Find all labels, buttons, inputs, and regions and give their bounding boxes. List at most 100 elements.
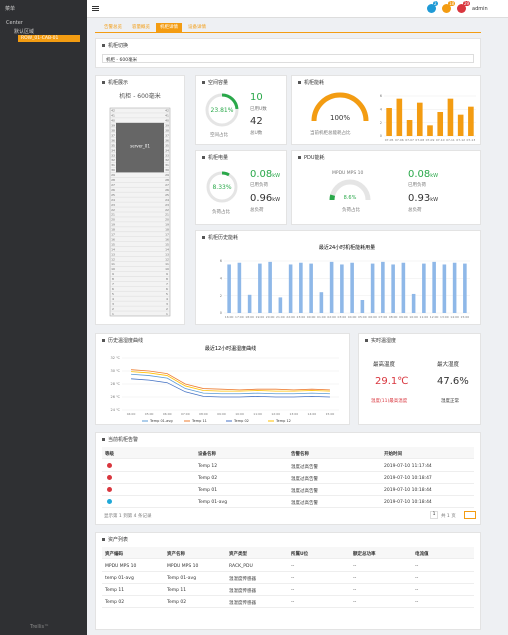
table-row: Temp 02 温度过高告警 2019-07-10 10:18:47 <box>102 472 474 484</box>
legend-label: Temp 12 <box>275 419 291 423</box>
x-tick-label: 18:00 <box>245 315 254 319</box>
u-label: 39 <box>165 124 169 128</box>
menu-icon[interactable] <box>92 6 99 7</box>
caption: 负荷占比 <box>212 210 230 215</box>
bar <box>386 108 392 136</box>
cell: 温湿度传感器 <box>229 601 256 606</box>
x-tick-label: 06:00 <box>163 412 172 416</box>
bar <box>258 263 262 313</box>
page-count: 共 1 页 <box>441 514 456 519</box>
x-tick-label: 11:00 <box>253 412 262 416</box>
u-label: 17 <box>165 233 169 237</box>
u-label: 34 <box>111 148 115 152</box>
icon[interactable] <box>442 4 451 13</box>
u-label: 2 <box>166 307 168 311</box>
number: 0.08 <box>408 169 431 180</box>
value: 47.6% <box>437 376 469 387</box>
u-label: 8 <box>166 277 168 281</box>
u-label: 7 <box>166 282 168 286</box>
x-tick-label: 04:00 <box>127 412 136 416</box>
cell: Temp 01-avg <box>198 500 228 505</box>
u-label: 24 <box>165 198 169 202</box>
u-label: 23 <box>111 203 115 207</box>
cell: Temp 01-avg <box>167 576 197 581</box>
note: 温度(11)最高温度 <box>371 399 408 404</box>
u-label: 14 <box>111 247 115 251</box>
label: 已用U数 <box>250 107 267 112</box>
x-tick-label: 07-11 <box>446 138 455 142</box>
u-label: 24 <box>111 198 115 202</box>
u-label: 26 <box>165 188 169 192</box>
x-tick-label: 07-12 <box>456 138 465 142</box>
tab[interactable]: 机柜详情 <box>156 23 182 33</box>
y-tick-label: 2 <box>380 121 382 125</box>
badge: 18 <box>448 1 456 6</box>
x-tick-label: 08:00 <box>389 315 398 319</box>
table-row: temp 01-avg Temp 01-avg 温湿度传感器 -- -- -- <box>102 572 474 584</box>
x-tick-label: 15:00 <box>326 412 335 416</box>
caption: 当前机柜总能耗占比 <box>310 131 351 136</box>
y-tick-label: 2 <box>220 294 222 298</box>
cell: -- <box>415 588 419 593</box>
icon[interactable] <box>427 4 436 13</box>
label: 总负荷 <box>408 208 422 213</box>
level-icon <box>107 463 112 468</box>
table-row: Temp 01 温度过高告警 2019-07-10 10:18:44 <box>102 484 474 496</box>
value: 0.08kW <box>408 169 438 180</box>
x-tick-label: 07-08 <box>415 138 424 142</box>
table-header: 等级 设备名称 告警名称 开始时间 <box>102 447 474 459</box>
tab[interactable]: 设备详情 <box>188 25 206 30</box>
bar <box>329 261 334 313</box>
x-tick-label: 07-10 <box>436 138 445 142</box>
icon[interactable] <box>457 4 466 13</box>
u-label: 8 <box>112 277 114 281</box>
u-label: 19 <box>165 223 169 227</box>
panel-title: 实时温湿度 <box>365 337 396 344</box>
note: 湿度正常 <box>441 399 459 404</box>
ring-value <box>205 93 239 127</box>
u-label: 35 <box>111 143 115 147</box>
u-label: 39 <box>111 124 115 128</box>
table-row: Temp 02 Temp 02 温湿度传感器 -- -- -- <box>102 596 474 608</box>
value: 10 <box>250 92 263 103</box>
x-tick-label: 11:00 <box>420 315 429 319</box>
bar <box>299 262 303 313</box>
percent-label: 8.33% <box>212 184 231 191</box>
u-label: 20 <box>165 218 169 222</box>
donut: 23.81% <box>205 93 239 127</box>
cell: 温度过高告警 <box>291 489 318 494</box>
u-label: 42 <box>111 109 115 113</box>
u-label: 22 <box>111 208 115 212</box>
u-label: 34 <box>165 148 169 152</box>
u-label: 40 <box>165 119 169 123</box>
series-line <box>131 369 330 391</box>
tab[interactable]: 告警总览 <box>104 25 122 30</box>
energy-panel: 机柜能耗 100% 当前机柜总能耗占比 0 2 4 6 07-05 07-06 07-07 0… <box>291 75 481 145</box>
bar <box>442 264 447 313</box>
cell: Temp 02 <box>105 600 125 605</box>
label: 已用负荷 <box>250 183 268 188</box>
table-header: 资产编码 资产名称 资产类型 所属U位 额定总功率 电流值 <box>102 547 474 559</box>
pager-nav[interactable] <box>464 511 476 519</box>
tab[interactable]: 容量概览 <box>132 25 150 30</box>
x-tick-label: 12:00 <box>271 412 280 416</box>
select[interactable]: 机柜 - 600毫米 <box>102 54 474 63</box>
u-label: 42 <box>165 109 169 113</box>
unit: kW <box>272 173 281 179</box>
x-tick-label: 07-09 <box>426 138 435 142</box>
u-label: 16 <box>111 237 115 241</box>
user[interactable]: admin <box>472 6 488 12</box>
value: 42 <box>250 116 263 127</box>
y-tick-label: 0 <box>380 134 382 138</box>
u-label: 5 <box>166 292 168 296</box>
panel-title: 空间容量 <box>202 79 228 86</box>
panel-title: 机柜切换 <box>102 42 128 49</box>
tree-selected[interactable]: ROW_01-CAB-01 <box>18 35 80 42</box>
u-label: 13 <box>111 252 115 256</box>
column-header: 等级 <box>105 452 114 457</box>
page-button[interactable]: 1 <box>430 511 438 519</box>
switch-panel: 机柜切换 机柜 - 600毫米 <box>95 38 481 68</box>
x-tick-label: 04:00 <box>348 315 357 319</box>
bar <box>309 263 313 313</box>
